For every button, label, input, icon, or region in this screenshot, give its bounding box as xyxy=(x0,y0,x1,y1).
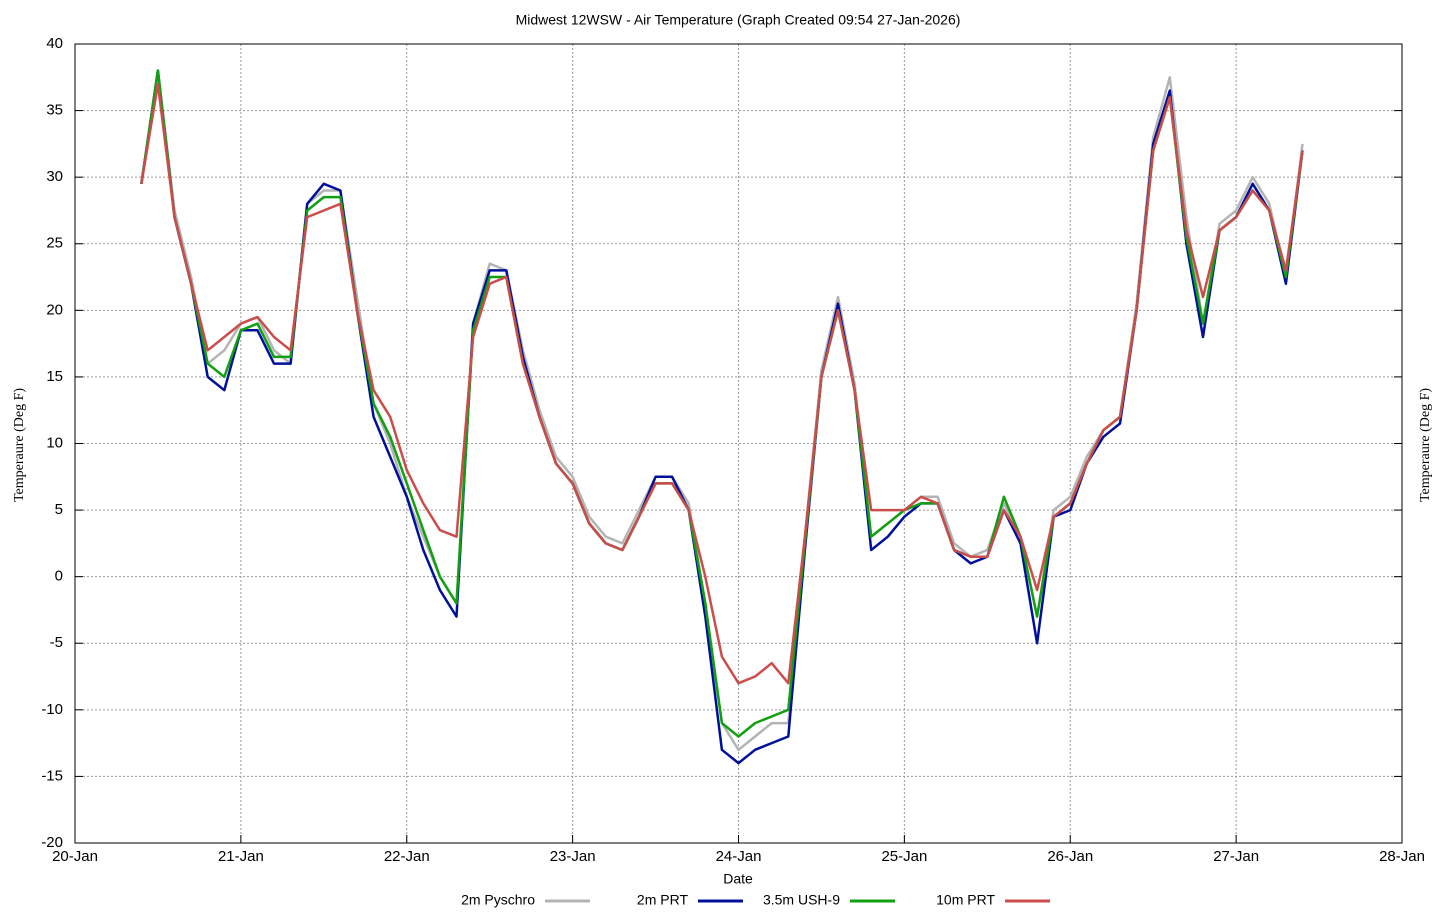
y-axis-label: Temperaure (Deg F) xyxy=(12,388,27,502)
x-tick-label: 21-Jan xyxy=(218,848,264,865)
y-tick-label: 10 xyxy=(46,434,63,451)
y-tick-label: 5 xyxy=(55,501,63,518)
y-tick-label: 20 xyxy=(46,301,63,318)
y2-axis-label: Temperaure (Deg F) xyxy=(1418,388,1433,502)
legend-label: 3.5m USH-9 xyxy=(763,892,840,908)
legend-label: 2m Pyschro xyxy=(461,892,535,908)
x-tick-label: 27-Jan xyxy=(1213,848,1259,865)
x-tick-label: 22-Jan xyxy=(384,848,430,865)
y-tick-label: 15 xyxy=(46,368,63,385)
y-tick-label: 0 xyxy=(55,568,63,585)
x-tick-label: 23-Jan xyxy=(550,848,596,865)
x-axis-label: Date xyxy=(723,871,753,887)
x-tick-label: 20-Jan xyxy=(52,848,98,865)
series-line xyxy=(140,69,1304,765)
y-tick-label: 25 xyxy=(46,235,63,252)
y-tick-label: -15 xyxy=(41,767,63,784)
x-tick-label: 24-Jan xyxy=(716,848,762,865)
y-tick-label: -5 xyxy=(50,634,63,651)
x-tick-label: 28-Jan xyxy=(1379,848,1425,865)
y-tick-label: 35 xyxy=(46,102,63,119)
x-tick-label: 26-Jan xyxy=(1047,848,1093,865)
y-tick-label: -10 xyxy=(41,701,63,718)
x-tick-label: 25-Jan xyxy=(881,848,927,865)
series-line xyxy=(140,82,1304,685)
y-tick-label: 40 xyxy=(46,35,63,52)
y-tick-label: 30 xyxy=(46,168,63,185)
chart-title: Midwest 12WSW - Air Temperature (Graph C… xyxy=(516,12,961,28)
legend-label: 10m PRT xyxy=(936,892,995,908)
legend-label: 2m PRT xyxy=(637,892,689,908)
y-tick-label: -20 xyxy=(41,834,63,851)
plot-frame xyxy=(74,43,1403,844)
